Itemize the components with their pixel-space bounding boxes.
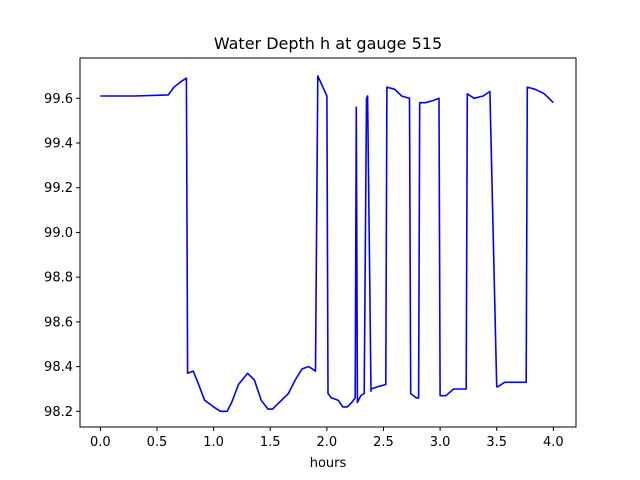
chart-title: Water Depth h at gauge 515 — [214, 34, 442, 53]
y-tick-label: 99.2 — [44, 181, 73, 196]
series-line-0 — [100, 75, 554, 413]
y-tick-label: 99.0 — [44, 226, 73, 241]
y-axis: 98.2 98.4 98.6 98.8 99.0 99.2 99.4 99.6 — [44, 92, 80, 420]
x-tick-label: 3.5 — [486, 435, 507, 450]
y-tick-label: 98.2 — [44, 405, 73, 420]
x-tick-label: 2.5 — [373, 435, 394, 450]
y-tick-label: 98.6 — [44, 315, 73, 330]
y-tick-label: 98.8 — [44, 271, 73, 286]
x-tick-label: 1.0 — [203, 435, 224, 450]
x-tick-label: 4.0 — [543, 435, 564, 450]
x-tick-label: 2.0 — [317, 435, 338, 450]
plot-frame — [79, 57, 577, 428]
y-tick-label: 99.6 — [44, 92, 73, 107]
x-tick-label: 1.5 — [260, 435, 281, 450]
y-tick-label: 98.4 — [44, 360, 73, 375]
x-tick-label: 0.5 — [147, 435, 168, 450]
x-axis-label: hours — [310, 456, 347, 471]
x-axis: 0.0 0.5 1.0 1.5 2.0 2.5 3.0 3.5 4.0 — [90, 427, 564, 450]
plot-area — [100, 75, 554, 413]
x-tick-label: 3.0 — [430, 435, 451, 450]
y-tick-label: 99.4 — [44, 136, 73, 151]
x-tick-label: 0.0 — [90, 435, 111, 450]
